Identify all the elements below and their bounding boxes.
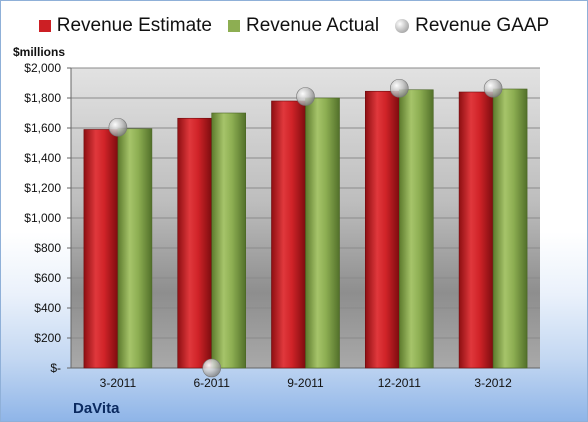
marker-revenue-gaap [108,117,128,137]
y-tick-label: $- [50,361,61,375]
bar-revenue-actual [492,88,528,369]
legend-item-gaap: Revenue GAAP [395,15,549,37]
legend-item-estimate: Revenue Estimate [38,15,212,37]
legend-label-gaap: Revenue GAAP [415,15,550,36]
y-tick-label: $200 [34,331,61,345]
marker-revenue-gaap [202,358,221,378]
y-tick-label: $1,200 [24,181,61,195]
legend-label-actual: Revenue Actual [246,15,380,36]
bar-revenue-estimate [271,100,306,369]
x-tick-label: 9-2011 [287,376,324,390]
y-tick-label: $1,000 [24,211,61,225]
y-tick-label: $1,400 [24,151,61,165]
bar-revenue-actual [398,89,434,369]
bar-revenue-estimate [177,117,212,369]
legend-swatch-gaap [395,19,410,33]
y-tick-label: $400 [34,301,61,315]
bar-revenue-estimate [83,129,119,369]
y-tick-label: $800 [34,241,61,255]
company-name: DaVita [73,400,120,417]
legend-swatch-actual [228,20,240,32]
bar-revenue-estimate [458,91,494,369]
unit-label: $millions [13,45,66,59]
bar-revenue-actual [117,128,153,369]
y-tick-label: $600 [34,271,61,285]
bar-revenue-estimate [364,90,400,369]
legend-swatch-estimate [38,20,51,32]
legend: Revenue Estimate Revenue Actual Revenue … [1,15,587,37]
bar-revenue-actual [211,112,246,369]
bar-revenue-actual [305,97,340,369]
marker-revenue-gaap [389,78,409,98]
marker-revenue-gaap [483,78,503,98]
x-tick-label: 3-2011 [100,376,137,390]
y-tick-label: $2,000 [24,61,61,75]
marker-revenue-gaap [296,87,315,106]
legend-label-estimate: Revenue Estimate [56,15,212,36]
x-tick-label: 3-2012 [474,376,512,390]
y-tick-label: $1,600 [24,121,61,135]
x-tick-label: 6-2011 [193,376,230,390]
x-tick-label: 12-2011 [378,376,421,390]
legend-item-actual: Revenue Actual [228,15,379,37]
y-tick-label: $1,800 [24,91,61,105]
